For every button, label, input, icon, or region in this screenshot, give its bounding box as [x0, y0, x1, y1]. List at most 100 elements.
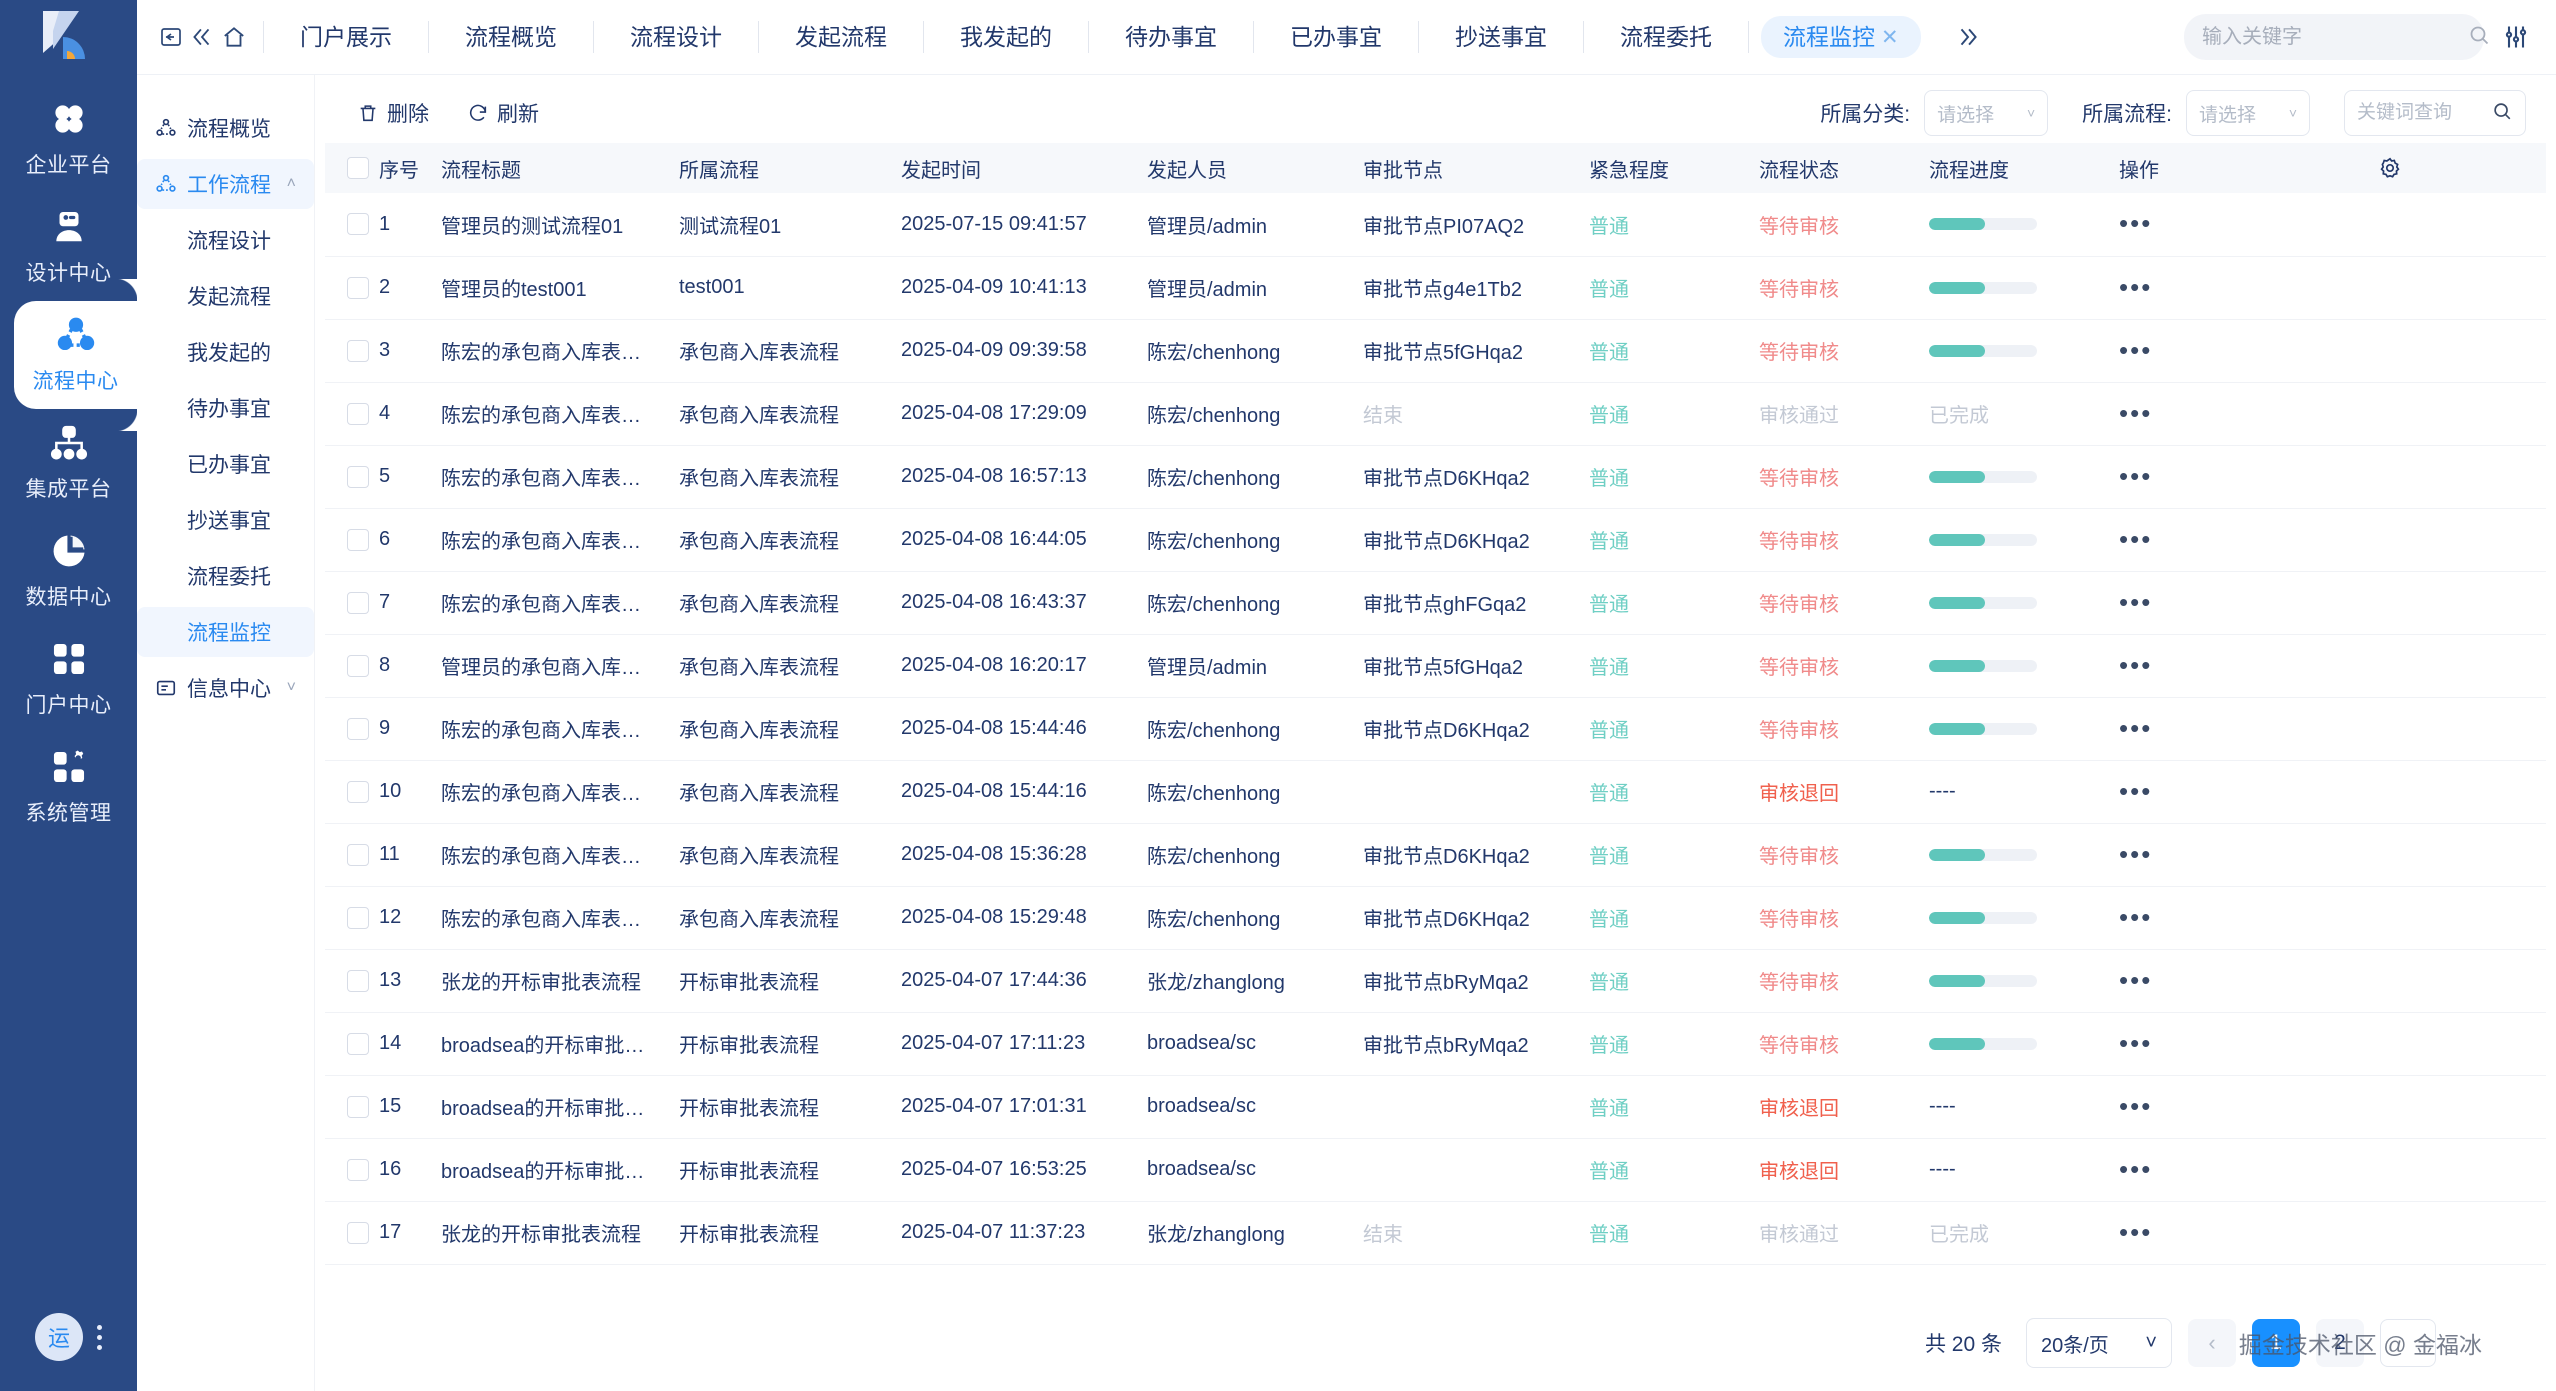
- row-checkbox[interactable]: [347, 906, 369, 929]
- cell-operation[interactable]: •••: [2113, 1201, 2233, 1265]
- cell-operation[interactable]: •••: [2113, 697, 2233, 761]
- keyword-search[interactable]: [2344, 90, 2526, 136]
- panel-collapse-icon[interactable]: [159, 25, 183, 49]
- row-checkbox[interactable]: [347, 654, 369, 677]
- cell-title[interactable]: 陈宏的承包商入库表…: [435, 382, 673, 446]
- tab-start-process[interactable]: 发起流程: [795, 23, 887, 50]
- close-icon[interactable]: ✕: [1881, 25, 1899, 49]
- row-checkbox[interactable]: [347, 276, 369, 299]
- row-checkbox[interactable]: [347, 1221, 369, 1244]
- ellipsis-icon[interactable]: •••: [2119, 523, 2153, 554]
- page-number-2[interactable]: 2: [2316, 1319, 2364, 1367]
- cell-title[interactable]: 陈宏的承包商入库表…: [435, 697, 673, 761]
- sidebar-item-start-process[interactable]: 发起流程: [187, 286, 271, 309]
- table-row[interactable]: 3 陈宏的承包商入库表… 承包商入库表流程 2025-04-09 09:39:58 陈宏…: [325, 319, 2546, 383]
- sidebar-item-process-delegation[interactable]: 流程委托: [187, 566, 271, 589]
- table-row[interactable]: 11 陈宏的承包商入库表… 承包商入库表流程 2025-04-08 15:36:28 陈…: [325, 823, 2546, 887]
- cell-operation[interactable]: •••: [2113, 319, 2233, 383]
- row-checkbox[interactable]: [347, 969, 369, 992]
- cell-title[interactable]: 陈宏的承包商入库表…: [435, 508, 673, 572]
- sidebar-item-process-design[interactable]: 流程设计: [187, 230, 271, 253]
- cell-operation[interactable]: •••: [2113, 571, 2233, 635]
- sidebar-item-process-overview[interactable]: 流程概览: [137, 103, 314, 153]
- category-select[interactable]: 请选择 ˅: [1924, 90, 2049, 136]
- sidebar-item-cc[interactable]: 抄送事宜: [187, 510, 271, 533]
- prev-page-button[interactable]: ‹: [2188, 1319, 2236, 1367]
- page-jump-input[interactable]: [2380, 1319, 2436, 1367]
- double-chevron-right-icon[interactable]: [1933, 24, 2003, 50]
- table-row[interactable]: 1 管理员的测试流程01 测试流程01 2025-07-15 09:41:57 管理员/…: [325, 193, 2546, 257]
- app-logo[interactable]: [0, 0, 137, 75]
- ellipsis-icon[interactable]: •••: [2119, 649, 2153, 680]
- cell-operation[interactable]: •••: [2113, 193, 2233, 257]
- row-checkbox[interactable]: [347, 1158, 369, 1181]
- table-row[interactable]: 12 陈宏的承包商入库表… 承包商入库表流程 2025-04-08 15:29:48 陈…: [325, 886, 2546, 950]
- tab-process-overview[interactable]: 流程概览: [465, 23, 557, 50]
- ellipsis-icon[interactable]: •••: [2119, 838, 2153, 869]
- cell-title[interactable]: 管理员的test001: [435, 256, 673, 320]
- sidebar-item-workflow[interactable]: 工作流程 ˄: [137, 159, 314, 209]
- row-checkbox[interactable]: [347, 213, 369, 236]
- select-all-checkbox[interactable]: [347, 157, 369, 179]
- cell-title[interactable]: 陈宏的承包商入库表…: [435, 823, 673, 887]
- table-row[interactable]: 14 broadsea的开标审批… 开标审批表流程 2025-04-07 17:11:…: [325, 1012, 2546, 1076]
- cell-operation[interactable]: •••: [2113, 823, 2233, 887]
- cell-title[interactable]: 陈宏的承包商入库表…: [435, 571, 673, 635]
- table-row[interactable]: 10 陈宏的承包商入库表… 承包商入库表流程 2025-04-08 15:44:16 陈…: [325, 760, 2546, 824]
- table-row[interactable]: 7 陈宏的承包商入库表… 承包商入库表流程 2025-04-08 16:43:37 陈宏…: [325, 571, 2546, 635]
- cell-title[interactable]: 陈宏的承包商入库表…: [435, 319, 673, 383]
- row-checkbox[interactable]: [347, 528, 369, 551]
- column-settings-button[interactable]: [2233, 143, 2546, 193]
- ellipsis-icon[interactable]: •••: [2119, 334, 2153, 365]
- table-row[interactable]: 17 张龙的开标审批表流程 开标审批表流程 2025-04-07 11:37:23 张龙…: [325, 1201, 2546, 1265]
- more-options-icon[interactable]: [97, 1324, 102, 1350]
- sidebar-item-system-management[interactable]: 系统管理: [0, 733, 137, 841]
- cell-operation[interactable]: •••: [2113, 1012, 2233, 1076]
- refresh-button[interactable]: 刷新: [453, 92, 553, 134]
- tab-portal-display[interactable]: 门户展示: [300, 23, 392, 50]
- cell-operation[interactable]: •••: [2113, 634, 2233, 698]
- delete-button[interactable]: 删除: [343, 92, 443, 134]
- global-search[interactable]: [2184, 14, 2489, 60]
- table-row[interactable]: 2 管理员的test001 test001 2025-04-09 10:41:13 管理…: [325, 256, 2546, 320]
- tab-cc[interactable]: 抄送事宜: [1455, 23, 1547, 50]
- sidebar-item-design-center[interactable]: 设计中心: [0, 193, 137, 301]
- sidebar-item-todo[interactable]: 待办事宜: [187, 398, 271, 421]
- ellipsis-icon[interactable]: •••: [2119, 1153, 2153, 1184]
- cell-title[interactable]: 管理员的测试流程01: [435, 193, 673, 257]
- table-row[interactable]: 15 broadsea的开标审批… 开标审批表流程 2025-04-07 17:01:…: [325, 1075, 2546, 1139]
- cell-title[interactable]: broadsea的开标审批…: [435, 1012, 673, 1076]
- search-input[interactable]: [2202, 25, 2467, 49]
- table-row[interactable]: 5 陈宏的承包商入库表… 承包商入库表流程 2025-04-08 16:57:13 陈宏…: [325, 445, 2546, 509]
- cell-operation[interactable]: •••: [2113, 1075, 2233, 1139]
- cell-operation[interactable]: •••: [2113, 256, 2233, 320]
- tab-todo[interactable]: 待办事宜: [1125, 23, 1217, 50]
- ellipsis-icon[interactable]: •••: [2119, 1027, 2153, 1058]
- cell-title[interactable]: 陈宏的承包商入库表…: [435, 445, 673, 509]
- cell-operation[interactable]: •••: [2113, 886, 2233, 950]
- sidebar-item-integration-platform[interactable]: 集成平台: [0, 409, 137, 517]
- table-row[interactable]: 8 管理员的承包商入库… 承包商入库表流程 2025-04-08 16:20:17 管理…: [325, 634, 2546, 698]
- sidebar-item-message-center[interactable]: 信息中心 ˅: [137, 663, 314, 713]
- tab-process-delegation[interactable]: 流程委托: [1620, 23, 1712, 50]
- sliders-icon[interactable]: [2502, 23, 2530, 51]
- tab-process-monitoring[interactable]: 流程监控 ✕: [1761, 16, 1921, 58]
- cell-title[interactable]: 陈宏的承包商入库表…: [435, 760, 673, 824]
- search-icon[interactable]: [2467, 23, 2491, 52]
- sidebar-item-process-monitoring[interactable]: 流程监控: [137, 607, 314, 657]
- cell-title[interactable]: broadsea的开标审批…: [435, 1138, 673, 1202]
- sidebar-item-enterprise-platform[interactable]: 企业平台: [0, 85, 137, 193]
- ellipsis-icon[interactable]: •••: [2119, 460, 2153, 491]
- cell-operation[interactable]: •••: [2113, 1138, 2233, 1202]
- cell-operation[interactable]: •••: [2113, 949, 2233, 1013]
- keyword-input[interactable]: [2357, 102, 2491, 124]
- ellipsis-icon[interactable]: •••: [2119, 712, 2153, 743]
- avatar[interactable]: 运: [35, 1313, 83, 1361]
- sidebar-item-my-submissions[interactable]: 我发起的: [187, 342, 271, 365]
- table-row[interactable]: 4 陈宏的承包商入库表… 承包商入库表流程 2025-04-08 17:29:09 陈宏…: [325, 382, 2546, 446]
- tab-done[interactable]: 已办事宜: [1290, 23, 1382, 50]
- ellipsis-icon[interactable]: •••: [2119, 775, 2153, 806]
- cell-operation[interactable]: •••: [2113, 760, 2233, 824]
- tab-process-design[interactable]: 流程设计: [630, 23, 722, 50]
- flow-select[interactable]: 请选择 ˅: [2186, 90, 2310, 136]
